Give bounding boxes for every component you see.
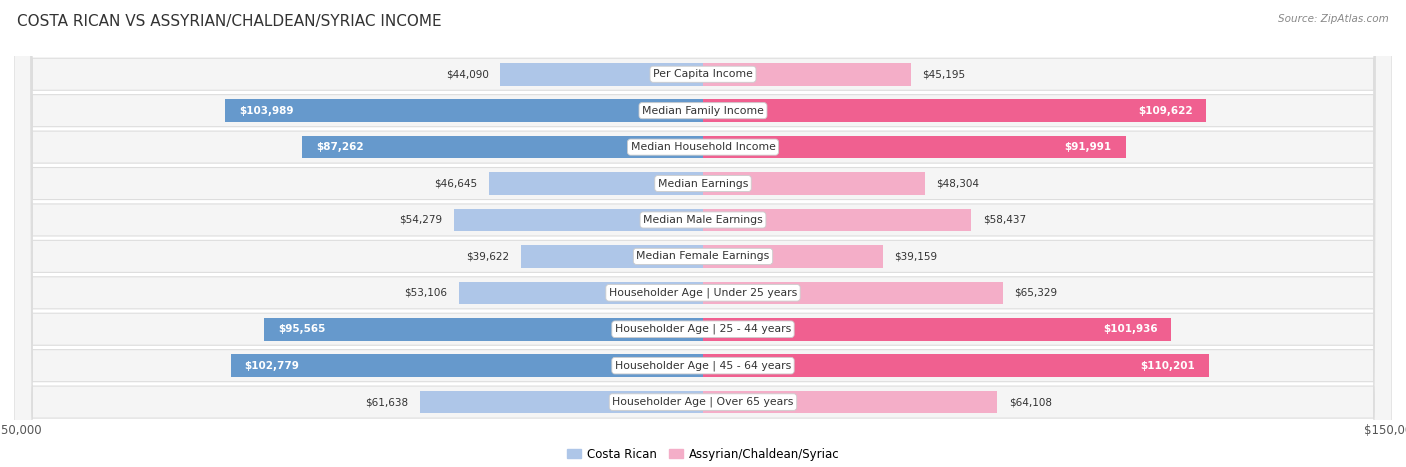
Bar	[703, 172, 925, 195]
Text: Householder Age | 25 - 44 years: Householder Age | 25 - 44 years	[614, 324, 792, 334]
Bar	[454, 209, 703, 231]
Bar	[703, 354, 1209, 377]
Bar	[489, 172, 703, 195]
Bar	[264, 318, 703, 340]
Bar	[703, 209, 972, 231]
Text: $53,106: $53,106	[405, 288, 447, 298]
Text: Householder Age | 45 - 64 years: Householder Age | 45 - 64 years	[614, 361, 792, 371]
Text: $103,989: $103,989	[239, 106, 294, 116]
Text: $61,638: $61,638	[366, 397, 408, 407]
Text: Median Household Income: Median Household Income	[630, 142, 776, 152]
FancyBboxPatch shape	[14, 0, 1392, 467]
Text: $39,622: $39,622	[467, 251, 509, 262]
FancyBboxPatch shape	[14, 0, 1392, 467]
Bar	[703, 318, 1171, 340]
Text: COSTA RICAN VS ASSYRIAN/CHALDEAN/SYRIAC INCOME: COSTA RICAN VS ASSYRIAN/CHALDEAN/SYRIAC …	[17, 14, 441, 29]
Text: $54,279: $54,279	[399, 215, 443, 225]
Text: Median Family Income: Median Family Income	[643, 106, 763, 116]
FancyBboxPatch shape	[14, 0, 1392, 467]
Bar	[420, 391, 703, 413]
FancyBboxPatch shape	[14, 0, 1392, 467]
Text: $46,645: $46,645	[434, 178, 477, 189]
Text: Median Earnings: Median Earnings	[658, 178, 748, 189]
Bar	[522, 245, 703, 268]
Legend: Costa Rican, Assyrian/Chaldean/Syriac: Costa Rican, Assyrian/Chaldean/Syriac	[562, 443, 844, 466]
Bar	[703, 99, 1206, 122]
Text: Per Capita Income: Per Capita Income	[652, 69, 754, 79]
Text: $101,936: $101,936	[1102, 324, 1157, 334]
Text: $91,991: $91,991	[1064, 142, 1112, 152]
Text: $45,195: $45,195	[922, 69, 965, 79]
Bar	[302, 136, 703, 158]
Text: $110,201: $110,201	[1140, 361, 1195, 371]
FancyBboxPatch shape	[14, 0, 1392, 467]
Text: $58,437: $58,437	[983, 215, 1026, 225]
Bar	[501, 63, 703, 85]
Text: $95,565: $95,565	[278, 324, 325, 334]
FancyBboxPatch shape	[14, 0, 1392, 467]
FancyBboxPatch shape	[14, 0, 1392, 467]
FancyBboxPatch shape	[14, 0, 1392, 467]
Text: $65,329: $65,329	[1015, 288, 1057, 298]
Text: $39,159: $39,159	[894, 251, 938, 262]
Text: $87,262: $87,262	[316, 142, 364, 152]
Text: Householder Age | Under 25 years: Householder Age | Under 25 years	[609, 288, 797, 298]
Text: Median Male Earnings: Median Male Earnings	[643, 215, 763, 225]
Text: $102,779: $102,779	[245, 361, 299, 371]
Bar	[703, 63, 911, 85]
Text: Source: ZipAtlas.com: Source: ZipAtlas.com	[1278, 14, 1389, 24]
Text: $64,108: $64,108	[1010, 397, 1052, 407]
Bar	[460, 282, 703, 304]
Bar	[225, 99, 703, 122]
Bar	[703, 282, 1002, 304]
Bar	[231, 354, 703, 377]
Text: Householder Age | Over 65 years: Householder Age | Over 65 years	[612, 397, 794, 407]
FancyBboxPatch shape	[14, 0, 1392, 467]
Text: Median Female Earnings: Median Female Earnings	[637, 251, 769, 262]
Bar	[703, 245, 883, 268]
Bar	[703, 391, 997, 413]
FancyBboxPatch shape	[14, 0, 1392, 467]
Text: $44,090: $44,090	[446, 69, 489, 79]
Text: $48,304: $48,304	[936, 178, 980, 189]
Text: $109,622: $109,622	[1137, 106, 1192, 116]
Bar	[703, 136, 1126, 158]
